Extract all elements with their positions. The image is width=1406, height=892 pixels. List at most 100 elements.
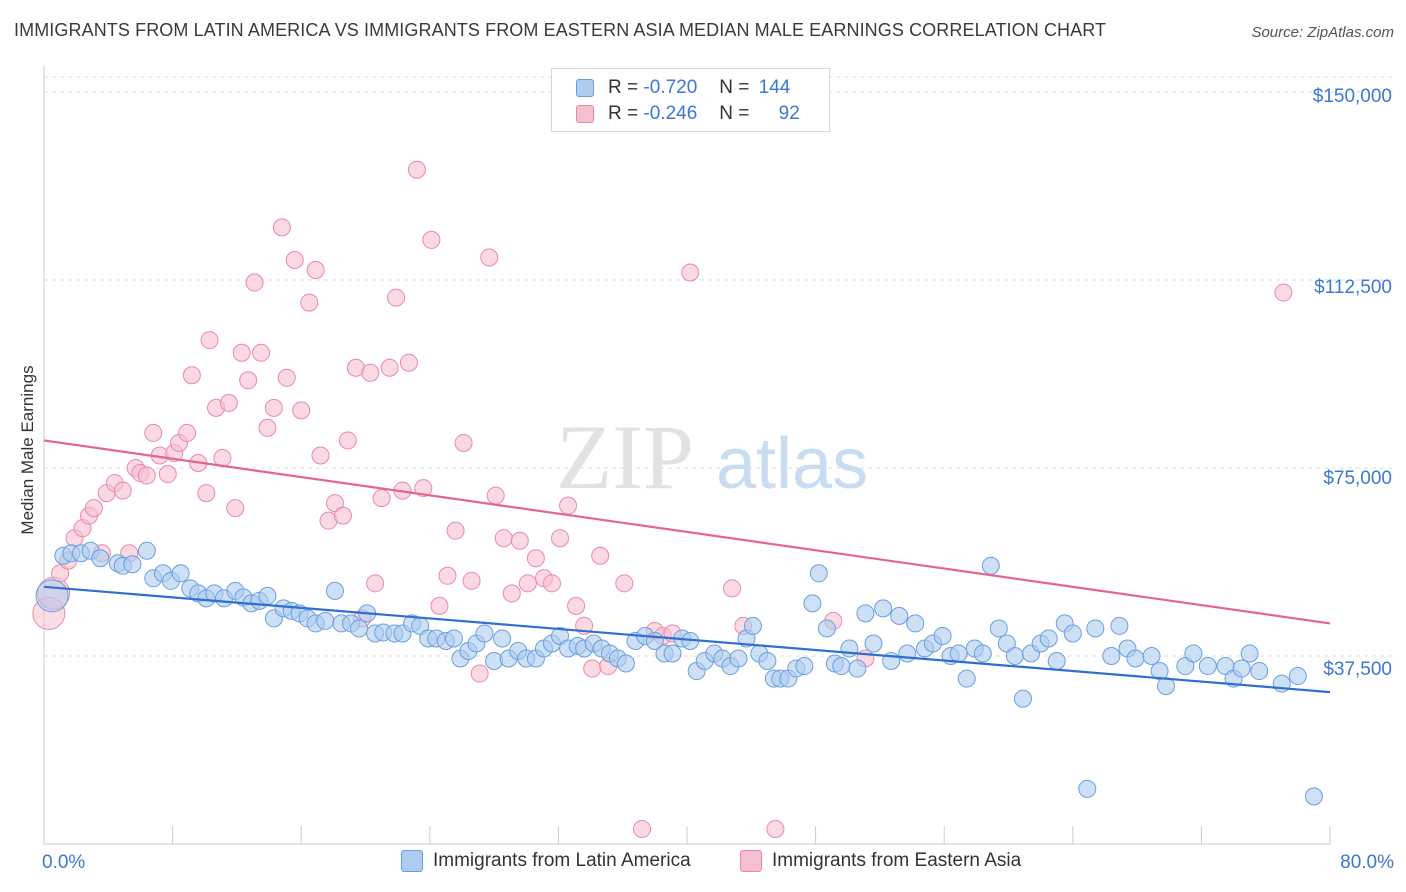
y-tick-label: $37,500 [1323,659,1392,680]
eastern-asia-point [252,343,271,362]
eastern-asia-point [494,529,513,548]
eastern-asia-point [681,263,700,282]
latin-america-point [616,654,635,673]
legend-n-value: 144 [758,77,791,98]
latin-america-point [1013,689,1032,708]
correlation-legend: R = -0.720 N = 144 R = -0.246 N = 92 [551,68,830,132]
watermark-zip: ZIP [556,406,694,508]
eastern-asia-point [470,664,489,683]
watermark-atlas: atlas [716,424,868,504]
eastern-asia-point [292,401,311,420]
eastern-asia-point [559,496,578,515]
eastern-asia-point [178,423,197,442]
eastern-asia-point [300,293,319,312]
eastern-asia-point [226,499,245,518]
eastern-asia-point [277,368,296,387]
eastern-asia-point [518,574,537,593]
x-tick-label: 80.0% [1340,852,1394,873]
latin-america-point [949,644,968,663]
y-tick-label: $75,000 [1323,468,1392,489]
latin-america-point [91,549,110,568]
latin-america-point [1240,644,1259,663]
axes [43,66,1331,845]
x-tick-label: 0.0% [42,852,86,873]
eastern-asia-point [113,481,132,500]
eastern-asia-point [766,819,785,838]
legend-item-latin-america: Immigrants from Latin America [401,850,691,872]
eastern-asia-point [200,331,219,350]
eastern-asia-point [137,466,156,485]
source-credit: Source: ZipAtlas.com [1251,24,1394,41]
latin-america-point [1250,662,1269,681]
eastern-asia-point [182,366,201,385]
latin-america-point [1063,624,1082,643]
latin-america-point [475,624,494,643]
latin-america-point [729,649,748,668]
latin-america-point [137,541,156,560]
legend-item-eastern-asia: Immigrants from Eastern Asia [740,850,1021,872]
latin-america-point [1078,779,1097,798]
eastern-asia-point [723,579,742,598]
eastern-asia-point [144,423,163,442]
latin-america-point [1005,647,1024,666]
chart-title: IMMIGRANTS FROM LATIN AMERICA VS IMMIGRA… [14,20,1107,40]
legend-swatch-blue [576,79,594,97]
y-tick-label: $112,500 [1314,277,1392,298]
eastern-asia-point [567,596,586,615]
eastern-asia-point [285,250,304,269]
eastern-asia-point [632,819,651,838]
eastern-asia-point [197,484,216,503]
latin-america-point [803,594,822,613]
legend-row-latin-america: R = -0.720 N = 144 [576,77,790,99]
latin-america-point [1142,647,1161,666]
latin-america-point [1110,616,1129,635]
eastern-asia-point [361,363,380,382]
eastern-asia-point [430,596,449,615]
latin-america-point [444,629,463,648]
trend-lines [43,439,1331,694]
eastern-asia-trend-line [43,439,1331,625]
eastern-asia-point [258,418,277,437]
eastern-asia-point [502,584,521,603]
legend-swatch-pink [740,850,762,872]
watermark: ZIP atlas [556,406,868,508]
latin-america-point [258,586,277,605]
gridlines [44,76,1392,657]
latin-america-point [1304,787,1323,806]
eastern-asia-point [84,499,103,518]
latin-america-point [1150,662,1169,681]
latin-america-point [898,644,917,663]
eastern-asia-point [219,393,238,412]
latin-america-point [1102,647,1121,666]
eastern-asia-point [526,549,545,568]
eastern-asia-point [387,288,406,307]
y-axis-label: Median Male Earnings [18,365,37,535]
latin-america-point [350,619,369,638]
eastern-asia-point [438,566,457,585]
latin-america-point [906,614,925,633]
eastern-asia-point [380,358,399,377]
latin-america-point [1039,629,1058,648]
legend-swatch-pink [576,105,594,123]
latin-america-point [743,616,762,635]
eastern-asia-point [338,431,357,450]
latin-america-point [890,606,909,625]
latin-america-point [493,629,512,648]
eastern-asia-point [480,248,499,267]
eastern-asia-point [232,343,251,362]
latin-america-point [809,564,828,583]
eastern-asia-point [158,465,177,484]
eastern-asia-point [462,571,481,590]
eastern-asia-point [245,273,264,292]
legend-r-value: -0.246 [643,103,698,124]
eastern-asia-point [311,446,330,465]
eastern-asia-point [510,531,529,550]
latin-america-point [1086,619,1105,638]
eastern-asia-point [366,574,385,593]
eastern-asia-point [239,371,258,390]
eastern-asia-point [272,218,291,237]
eastern-asia-point [551,529,570,548]
eastern-asia-point [615,574,634,593]
latin-america-point [840,639,859,658]
